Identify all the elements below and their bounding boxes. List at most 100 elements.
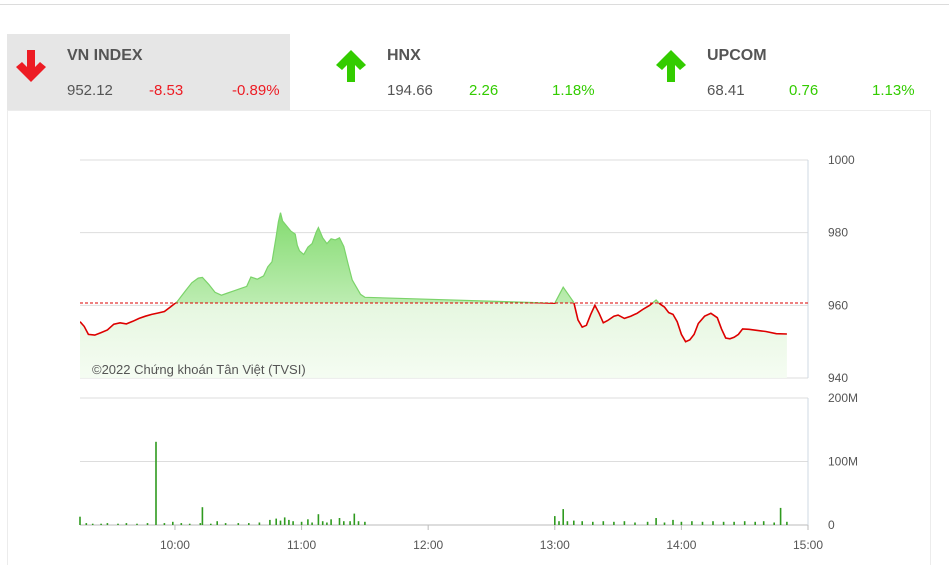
volume-bar	[224, 523, 227, 525]
volume-bar	[554, 516, 556, 525]
price-tick-label: 980	[828, 226, 848, 240]
price-tick-label: 960	[828, 298, 848, 312]
volume-bar	[602, 521, 605, 525]
price-line-below	[80, 302, 787, 343]
volume-bar	[786, 521, 788, 525]
index-percent: -0.89%	[232, 82, 280, 99]
volume-bar	[672, 519, 674, 525]
volume-bar	[188, 523, 191, 525]
time-tick-label: 14:00	[666, 538, 696, 552]
volume-bar	[566, 521, 569, 525]
volume-bar	[91, 523, 94, 525]
watermark: ©2022 Chứng khoán Tân Việt (TVSI)	[92, 362, 306, 377]
volume-tick-label: 0	[828, 518, 835, 532]
volume-tick-label: 200M	[828, 391, 858, 405]
volume-bar	[317, 514, 320, 525]
volume-bar	[201, 507, 204, 525]
arrow-up-icon	[336, 50, 366, 82]
index-percent: 1.13%	[872, 82, 915, 99]
time-tick-label: 11:00	[287, 538, 316, 552]
arrow-up-icon	[656, 50, 686, 82]
index-name: HNX	[387, 47, 421, 64]
price-tick-label: 1000	[828, 153, 855, 167]
volume-bar	[573, 520, 575, 525]
time-tick-label: 10:00	[160, 538, 190, 552]
volume-bar	[646, 521, 649, 525]
volume-bar	[136, 523, 138, 525]
volume-tick-label: 100M	[828, 455, 858, 469]
volume-bar	[106, 523, 109, 525]
volume-bar	[326, 522, 328, 525]
volume-bar	[288, 519, 290, 525]
volume-bar	[172, 521, 174, 525]
volume-bar	[364, 521, 366, 525]
volume-bar	[581, 521, 583, 525]
price-area-fill-above	[175, 212, 660, 303]
index-value: 952.12	[67, 82, 113, 99]
index-tile-vn-index[interactable]: VN INDEX 952.12 -8.53 -0.89%	[7, 34, 290, 110]
volume-bar	[680, 521, 683, 525]
volume-bar	[248, 523, 250, 525]
price-tick-label: 940	[828, 371, 848, 385]
volume-bar	[701, 521, 704, 525]
price-area	[80, 212, 787, 378]
volume-bar	[100, 523, 102, 525]
volume-bars	[79, 441, 788, 525]
volume-bar	[349, 521, 351, 525]
volume-bar	[275, 518, 277, 525]
volume-gridlines	[80, 397, 809, 526]
volume-bar	[180, 523, 183, 525]
volume-bar	[210, 523, 212, 525]
index-change: 0.76	[789, 82, 819, 99]
volume-bar	[292, 521, 294, 525]
volume-bar	[663, 522, 666, 525]
volume-bar	[613, 521, 615, 525]
volume-bar	[321, 521, 324, 525]
volume-bar	[754, 521, 756, 525]
volume-bar	[307, 519, 309, 525]
volume-bar	[79, 516, 81, 525]
volume-bar	[779, 507, 782, 525]
volume-bar	[300, 521, 303, 525]
volume-bar	[743, 521, 746, 525]
volume-bar	[283, 517, 286, 525]
price-line-above	[174, 212, 660, 303]
volume-bar	[258, 522, 261, 525]
time-axis: 10:00 11:00 12:00 13:00 14:00 15:00	[160, 525, 823, 552]
volume-bar	[311, 522, 313, 525]
volume-bar	[85, 523, 88, 525]
index-name: UPCOM	[707, 47, 767, 64]
time-tick-label: 13:00	[540, 538, 570, 552]
price-axis: 1000 980 960 940	[828, 153, 855, 385]
volume-bar	[216, 521, 218, 525]
volume-bar	[117, 523, 119, 525]
index-name: VN INDEX	[67, 47, 143, 64]
volume-bar	[773, 522, 775, 525]
index-tile-hnx[interactable]: HNX 194.66 2.26 1.18%	[327, 34, 617, 110]
volume-bar	[357, 521, 360, 525]
volume-bar	[146, 523, 149, 525]
index-percent: 1.18%	[552, 82, 595, 99]
top-divider	[0, 4, 949, 5]
volume-axis: 200M 100M 0	[828, 391, 858, 532]
chart-panel	[7, 110, 931, 565]
volume-bar	[343, 521, 345, 525]
volume-bar	[199, 523, 202, 525]
arrow-down-icon	[16, 50, 46, 82]
volume-bar	[655, 518, 657, 525]
time-tick-label: 15:00	[793, 538, 823, 552]
volume-bar	[691, 521, 693, 525]
volume-bar	[155, 441, 157, 525]
index-change: 2.26	[469, 82, 499, 99]
time-tick-label: 12:00	[413, 538, 443, 552]
index-tile-upcom[interactable]: UPCOM 68.41 0.76 1.13%	[647, 34, 937, 110]
volume-bar	[558, 521, 560, 525]
volume-bar	[163, 523, 166, 525]
volume-bar	[722, 521, 725, 525]
volume-bar	[338, 518, 341, 525]
volume-bar	[634, 522, 636, 525]
price-line-below-reference	[80, 212, 787, 343]
volume-bar	[330, 519, 332, 525]
volume-bar	[562, 509, 564, 525]
